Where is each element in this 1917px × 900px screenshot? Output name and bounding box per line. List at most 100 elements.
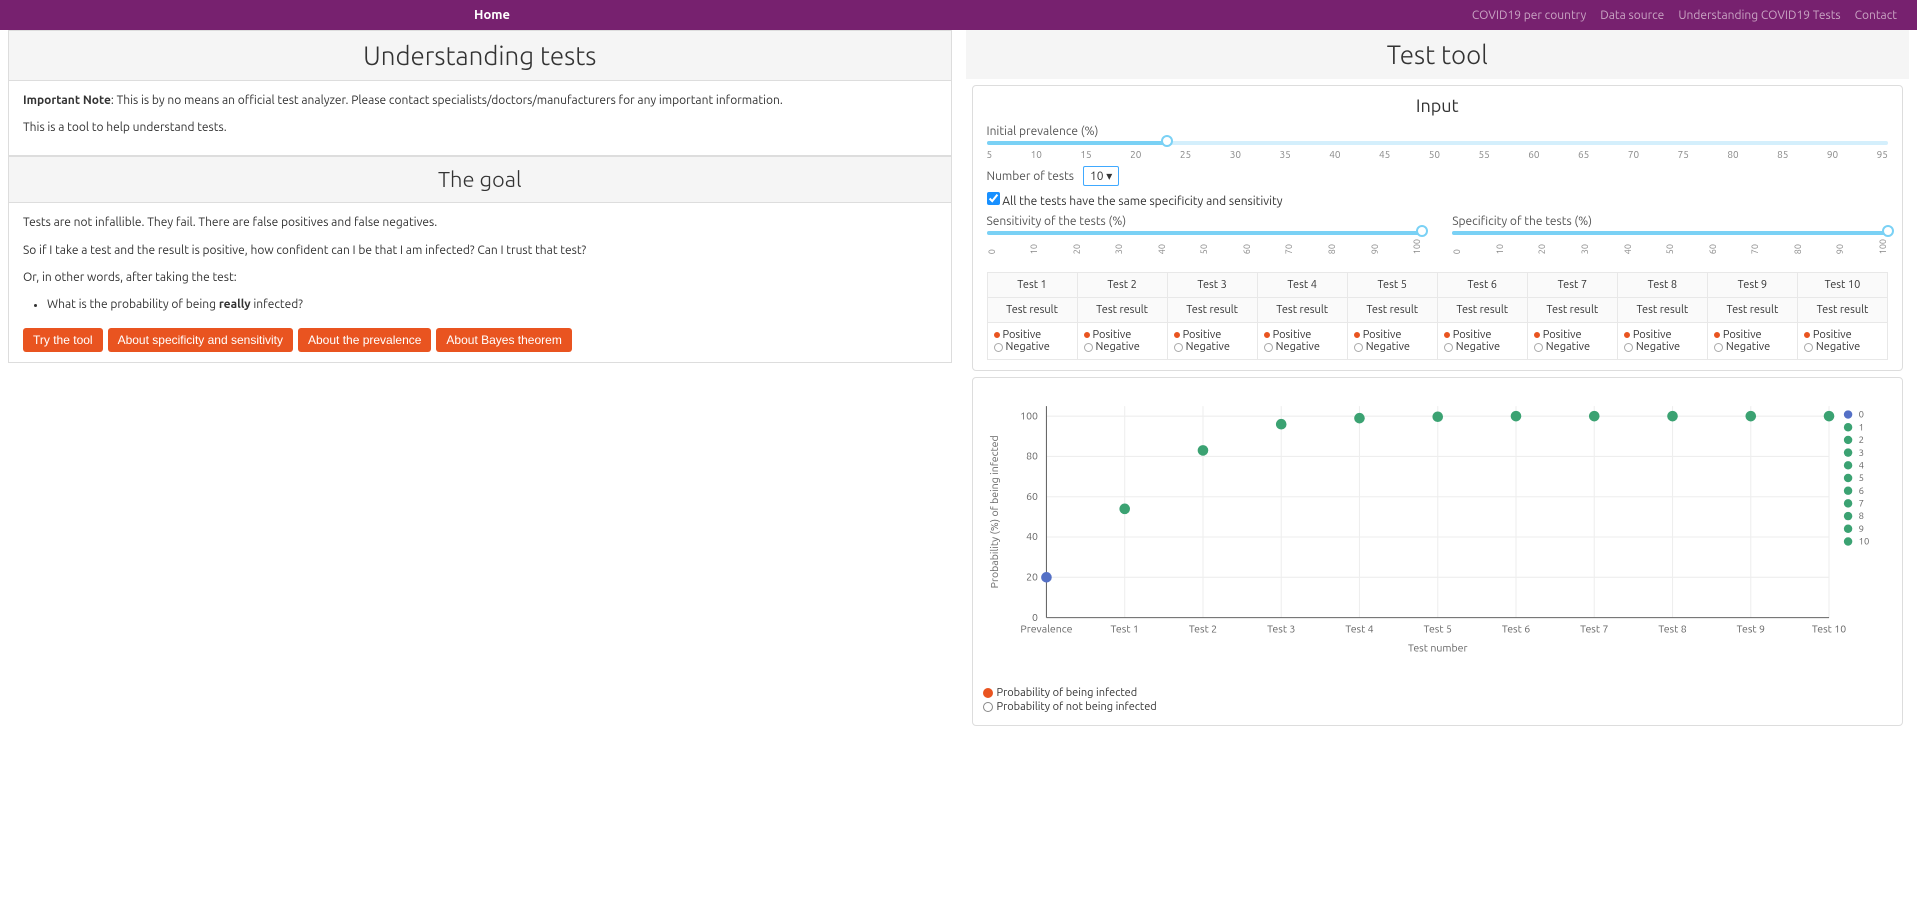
test-header: Test 8 [1617,273,1707,298]
right-column: Test tool Input Initial prevalence (%) 5… [966,30,1910,732]
note-panel: Important Note: This is by no means an o… [8,80,952,156]
svg-text:80: 80 [1026,450,1038,462]
svg-text:Probability (%) of being infec: Probability (%) of being infected [987,436,1000,589]
positive-radio[interactable]: Positive [1442,329,1523,341]
nav-link-2[interactable]: Understanding COVID19 Tests [1678,9,1840,22]
svg-text:7: 7 [1858,498,1863,509]
nav-link-0[interactable]: COVID19 per country [1472,9,1586,22]
svg-text:0: 0 [1032,611,1038,623]
negative-radio[interactable]: Negative [1442,341,1523,353]
svg-text:Test number: Test number [1407,642,1467,654]
negative-radio[interactable]: Negative [1172,341,1253,353]
negative-radio[interactable]: Negative [1712,341,1793,353]
sensitivity-label: Sensitivity of the tests (%) [987,215,1127,228]
test-result-label: Test result [1257,298,1347,323]
action-button-2[interactable]: About the prevalence [298,328,431,352]
action-button-1[interactable]: About specificity and sensitivity [108,328,293,352]
sensitivity-slider[interactable]: 0102030405060708090100 [987,231,1423,254]
negative-radio[interactable]: Negative [1352,341,1433,353]
specificity-slider[interactable]: 0102030405060708090100 [1452,231,1888,254]
svg-text:Prevalence: Prevalence [1020,623,1072,635]
goal-p1: Tests are not infallible. They fail. The… [23,213,937,232]
test-result-cell: PositiveNegative [1617,323,1707,360]
specificity-label: Specificity of the tests (%) [1452,215,1592,228]
chevron-down-icon: ▾ [1104,170,1113,183]
nav-link-3[interactable]: Contact [1855,9,1897,22]
svg-text:4: 4 [1858,460,1863,471]
test-result-label: Test result [1077,298,1167,323]
test-header: Test 6 [1437,273,1527,298]
test-result-cell: PositiveNegative [1707,323,1797,360]
svg-text:Test 1: Test 1 [1110,623,1138,635]
note-text: : This is by no means an official test a… [111,94,783,107]
nav-link-1[interactable]: Data source [1600,9,1664,22]
test-result-label: Test result [987,298,1077,323]
positive-radio[interactable]: Positive [1712,329,1793,341]
svg-text:3: 3 [1858,447,1863,458]
svg-text:Test 9: Test 9 [1736,623,1764,635]
test-result-cell: PositiveNegative [1347,323,1437,360]
goal-title: The goal [8,156,952,202]
negative-radio[interactable]: Negative [1082,341,1163,353]
negative-radio[interactable]: Negative [1262,341,1343,353]
same-tests-checkbox[interactable] [987,192,1000,205]
positive-radio[interactable]: Positive [1622,329,1703,341]
positive-radio[interactable]: Positive [1532,329,1613,341]
numtests-label: Number of tests [987,170,1075,183]
prevalence-label: Initial prevalence (%) [987,125,1099,138]
action-button-0[interactable]: Try the tool [23,328,103,352]
svg-text:20: 20 [1026,571,1038,583]
same-tests-label: All the tests have the same specificity … [1002,195,1282,208]
svg-text:40: 40 [1026,530,1038,542]
test-header: Test 3 [1167,273,1257,298]
nav-home[interactable]: Home [474,8,510,22]
tests-table: Test 1Test 2Test 3Test 4Test 5Test 6Test… [987,272,1889,360]
understanding-title: Understanding tests [8,30,952,80]
positive-radio[interactable]: Positive [1172,329,1253,341]
test-header: Test 9 [1707,273,1797,298]
test-header: Test 10 [1797,273,1887,298]
positive-radio[interactable]: Positive [1802,329,1883,341]
goal-panel: Tests are not infallible. They fail. The… [8,202,952,363]
positive-radio[interactable]: Positive [1352,329,1433,341]
prevalence-slider[interactable]: 5101520253035404550556065707580859095 [987,141,1889,160]
negative-radio[interactable]: Negative [1622,341,1703,353]
test-header: Test 1 [987,273,1077,298]
svg-text:10: 10 [1858,536,1869,547]
test-result-cell: PositiveNegative [987,323,1077,360]
svg-text:8: 8 [1858,510,1863,521]
negative-radio[interactable]: Negative [1802,341,1883,353]
svg-text:Test 10: Test 10 [1811,623,1845,635]
note-label: Important Note [23,94,111,107]
svg-text:Test 7: Test 7 [1580,623,1608,635]
test-tool-title: Test tool [966,30,1910,79]
svg-text:5: 5 [1858,472,1863,483]
goal-p3: Or, in other words, after taking the tes… [23,268,937,287]
legend-item: Probability of not being infected [983,701,1893,713]
positive-radio[interactable]: Positive [1262,329,1343,341]
chart-card: 020406080100PrevalenceTest 1Test 2Test 3… [972,377,1904,726]
svg-text:Test 5: Test 5 [1423,623,1451,635]
test-result-label: Test result [1617,298,1707,323]
note-sub: This is a tool to help understand tests. [23,118,937,137]
test-header: Test 7 [1527,273,1617,298]
test-result-cell: PositiveNegative [1167,323,1257,360]
positive-radio[interactable]: Positive [992,329,1073,341]
input-title: Input [987,96,1889,116]
positive-radio[interactable]: Positive [1082,329,1163,341]
svg-text:Test 6: Test 6 [1501,623,1529,635]
action-button-3[interactable]: About Bayes theorem [436,328,571,352]
navbar: Home COVID19 per country Data source Under… [0,0,1917,30]
negative-radio[interactable]: Negative [1532,341,1613,353]
negative-radio[interactable]: Negative [992,341,1073,353]
test-result-label: Test result [1437,298,1527,323]
svg-text:Test 3: Test 3 [1267,623,1295,635]
goal-p2: So if I take a test and the result is po… [23,241,937,260]
test-header: Test 2 [1077,273,1167,298]
input-card: Input Initial prevalence (%) 51015202530… [972,85,1904,371]
svg-text:2: 2 [1858,434,1863,445]
legend-item: Probability of being infected [983,687,1893,699]
test-result-label: Test result [1707,298,1797,323]
numtests-select[interactable]: 10 ▾ [1083,166,1119,186]
test-result-label: Test result [1167,298,1257,323]
